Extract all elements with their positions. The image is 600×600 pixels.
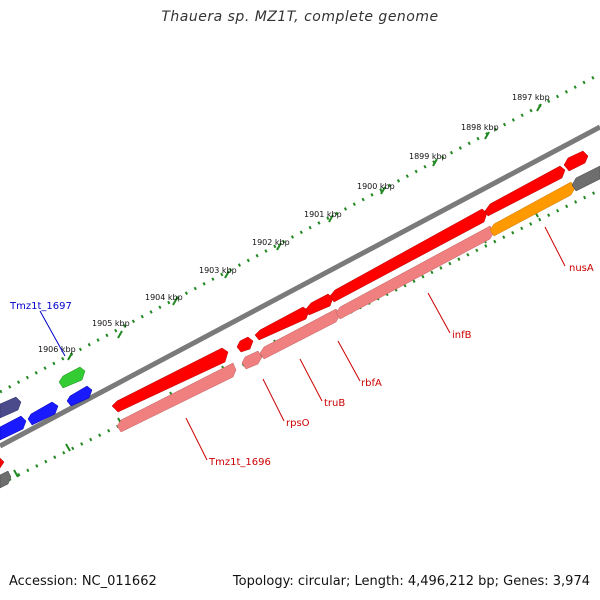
gene-feature-rbfa[interactable] [305, 293, 334, 316]
reverse-strand-features[interactable] [116, 165, 600, 433]
gene-feature-blue-2[interactable] [27, 401, 59, 426]
tick-label: 1904 kbp [145, 293, 183, 302]
tick-labels: 1897 kbp 1898 kbp 1899 kbp 1900 kbp 1901… [38, 93, 550, 354]
gene-label-trub: truB [324, 398, 345, 409]
gene-feature-tmz1t-1696[interactable] [111, 347, 229, 413]
tick-label: 1900 kbp [357, 182, 395, 191]
gene-feature-rpso[interactable] [236, 336, 254, 353]
gene-feature-infb[interactable] [329, 208, 488, 303]
tick-label: 1901 kbp [304, 210, 342, 219]
outer-ruler-dots [0, 72, 600, 394]
tick-label: 1897 kbp [512, 93, 550, 102]
tick-label: 1903 kbp [199, 266, 237, 275]
gene-feature-nusa[interactable] [484, 165, 566, 217]
gene-label-tmz1t-1697: Tmz1t_1697 [9, 301, 72, 312]
gene-feature-trub-reverse[interactable] [259, 308, 341, 360]
outer-major-ticks [67, 103, 542, 361]
gene-feature-red-left[interactable] [0, 457, 5, 469]
gene-feature-gray-left[interactable] [0, 470, 12, 489]
gene-labels: nusA infB rbfA truB rpsO Tmz1t_1696 Tmz1… [9, 263, 594, 468]
gene-label-rpso: rpsO [286, 418, 310, 429]
gene-label-nusa: nusA [569, 263, 594, 274]
gene-feature-tmz1t-1696-reverse[interactable] [116, 362, 237, 433]
tick-label: 1898 kbp [461, 123, 499, 132]
gene-feature-nusa-orange[interactable] [489, 181, 576, 237]
tick-label: 1902 kbp [252, 238, 290, 247]
forward-strand-features[interactable] [111, 150, 589, 413]
gene-label-rbfa: rbfA [361, 378, 382, 389]
gene-feature-top-right[interactable] [563, 150, 589, 172]
tick-label: 1906 kbp [38, 345, 76, 354]
gene-feature-navy[interactable] [0, 396, 22, 419]
topology-text: Topology: circular; Length: 4,496,212 bp… [232, 574, 590, 589]
gene-feature-tmz1t-1697[interactable] [58, 366, 86, 389]
gene-label-tmz1t-1696: Tmz1t_1696 [208, 457, 271, 468]
gene-feature-infb-reverse[interactable] [335, 225, 495, 320]
left-features[interactable] [0, 366, 93, 489]
accession-text: Accession: NC_011662 [9, 574, 157, 589]
gene-feature-blue-1[interactable] [0, 415, 27, 441]
map-title: Thauera sp. MZ1T, complete genome [161, 9, 439, 25]
gene-feature-gray-right[interactable] [571, 165, 600, 192]
tick-label: 1905 kbp [92, 319, 130, 328]
gene-feature-blue-3[interactable] [66, 385, 93, 407]
genome-backbone [0, 124, 600, 449]
gene-feature-trub[interactable] [254, 306, 310, 341]
tick-label: 1899 kbp [409, 152, 447, 161]
gene-feature-rpso-reverse[interactable] [241, 350, 263, 370]
label-leaders [39, 226, 566, 461]
gene-label-infb: infB [452, 330, 472, 341]
inner-ruler-dots [0, 188, 600, 486]
